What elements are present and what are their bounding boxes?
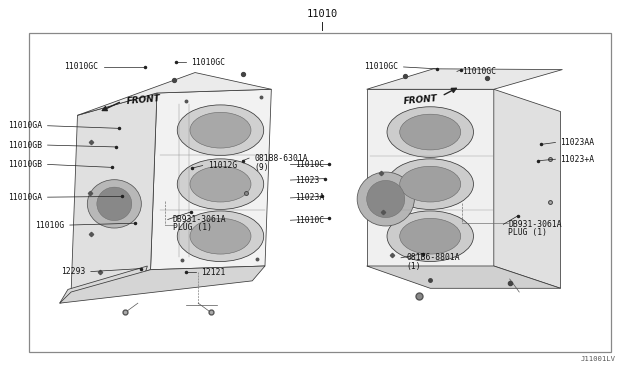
- Text: J11001LV: J11001LV: [581, 356, 616, 362]
- Ellipse shape: [87, 180, 141, 228]
- Polygon shape: [60, 266, 265, 303]
- Text: DB931-3061A: DB931-3061A: [508, 220, 562, 229]
- Text: 12293: 12293: [61, 267, 86, 276]
- Circle shape: [190, 218, 251, 254]
- Polygon shape: [71, 93, 157, 292]
- Text: 11010GA: 11010GA: [8, 193, 42, 202]
- Text: 081B6-8801A: 081B6-8801A: [406, 253, 460, 262]
- Text: 11010C: 11010C: [296, 216, 324, 225]
- Text: 11010GC: 11010GC: [191, 58, 225, 67]
- Circle shape: [400, 218, 461, 254]
- Ellipse shape: [357, 172, 414, 226]
- Text: 11010C: 11010C: [296, 160, 324, 169]
- Text: FRONT: FRONT: [127, 94, 161, 106]
- Text: 11010GC: 11010GC: [364, 62, 399, 71]
- Circle shape: [177, 211, 264, 262]
- Circle shape: [387, 211, 474, 262]
- Text: 081B8-6301A: 081B8-6301A: [254, 154, 308, 163]
- Text: (1): (1): [406, 262, 420, 271]
- Text: 11010GC: 11010GC: [64, 62, 99, 71]
- Ellipse shape: [97, 187, 132, 221]
- Polygon shape: [494, 89, 561, 288]
- Text: PLUG (1): PLUG (1): [173, 223, 212, 232]
- Circle shape: [387, 107, 474, 157]
- Text: 11023AA: 11023AA: [561, 138, 595, 147]
- Circle shape: [177, 105, 264, 155]
- Text: 11023A: 11023A: [296, 193, 324, 202]
- Text: 11010GB: 11010GB: [8, 160, 42, 169]
- Circle shape: [400, 114, 461, 150]
- Circle shape: [190, 166, 251, 202]
- Ellipse shape: [367, 180, 405, 218]
- Polygon shape: [367, 69, 563, 89]
- Circle shape: [400, 166, 461, 202]
- Text: 11010GC: 11010GC: [462, 67, 496, 76]
- Text: 11010GA: 11010GA: [8, 121, 42, 130]
- Polygon shape: [150, 89, 271, 270]
- Text: 11010: 11010: [307, 9, 338, 19]
- Text: 11012G: 11012G: [208, 161, 237, 170]
- Text: DB931-3061A: DB931-3061A: [173, 215, 227, 224]
- Circle shape: [177, 159, 264, 209]
- Text: 11010G: 11010G: [35, 221, 65, 230]
- Text: FRONT: FRONT: [404, 94, 438, 106]
- Polygon shape: [60, 266, 147, 303]
- Circle shape: [190, 112, 251, 148]
- Polygon shape: [367, 266, 561, 288]
- Text: 11023+A: 11023+A: [561, 155, 595, 164]
- Polygon shape: [77, 73, 271, 115]
- Polygon shape: [367, 89, 494, 266]
- Text: 11023: 11023: [296, 176, 320, 185]
- Text: 12121: 12121: [202, 268, 226, 277]
- Text: PLUG (1): PLUG (1): [508, 228, 547, 237]
- Text: 11010GB: 11010GB: [8, 141, 42, 150]
- Bar: [29, 33, 611, 352]
- Circle shape: [387, 159, 474, 209]
- Text: (9): (9): [254, 163, 269, 172]
